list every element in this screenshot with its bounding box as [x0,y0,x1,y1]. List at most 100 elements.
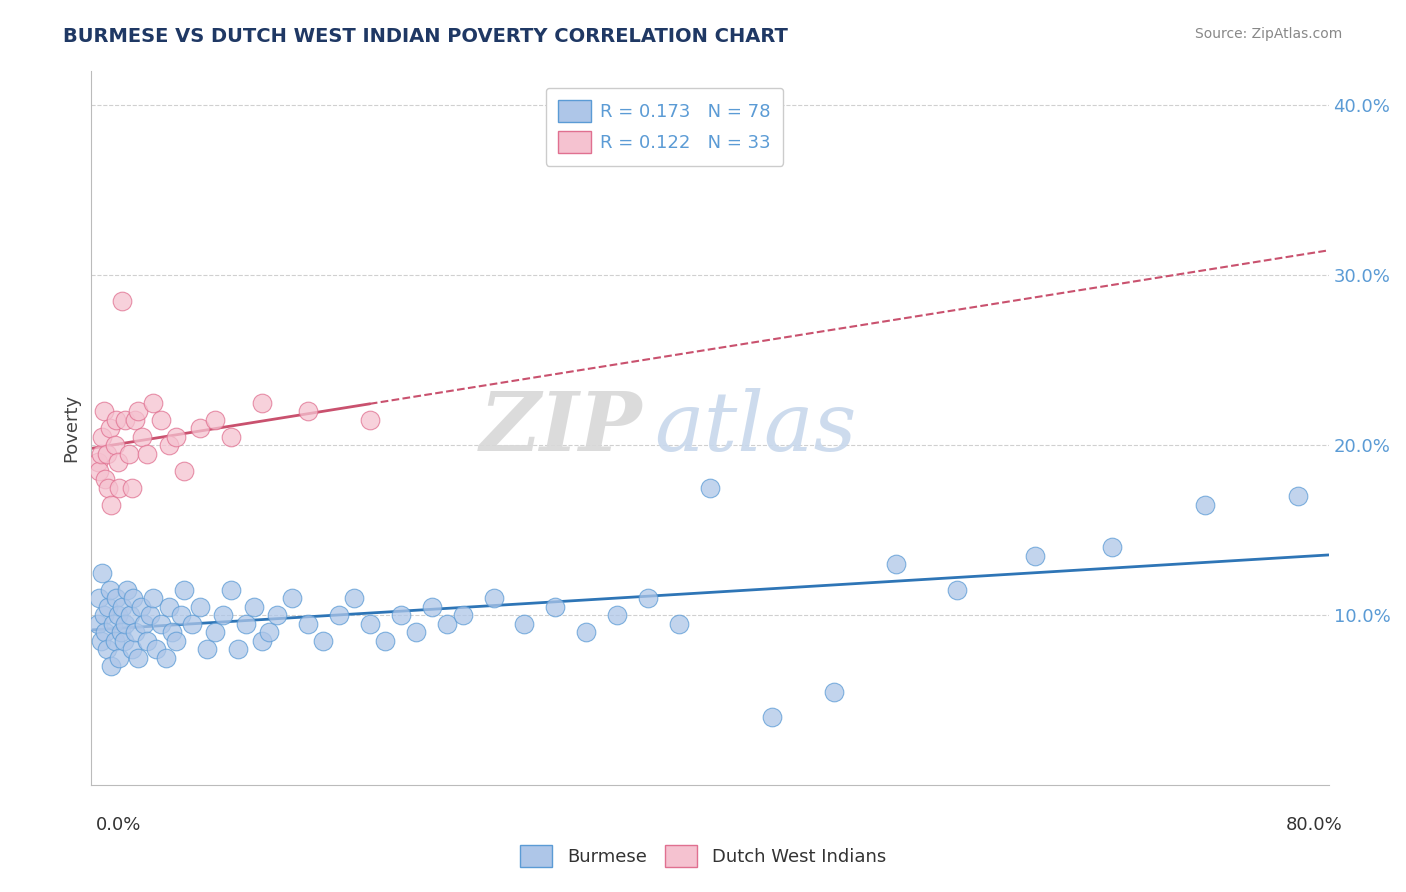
Point [389,608,412,623]
Point [436,616,458,631]
Point [108,481,131,495]
Point [111,293,134,308]
Point [1286,489,1309,503]
Point [131,430,153,444]
Point [823,684,845,698]
Point [1194,498,1216,512]
Point [1101,540,1123,554]
Point [180,616,202,631]
Point [98,582,121,597]
Point [359,412,381,426]
Point [111,599,134,614]
Point [94,625,117,640]
Point [637,591,659,605]
Point [142,591,165,605]
Point [100,498,122,512]
Point [160,625,183,640]
Point [946,582,969,597]
Point [328,608,350,623]
Legend: Burmese, Dutch West Indians: Burmese, Dutch West Indians [513,838,893,874]
Point [242,599,264,614]
Y-axis label: Poverty: Poverty [62,394,80,462]
Text: 0.0%: 0.0% [96,816,141,834]
Point [204,625,226,640]
Point [451,608,474,623]
Point [405,625,427,640]
Point [98,421,121,435]
Point [93,404,115,418]
Point [121,481,143,495]
Point [575,625,598,640]
Point [117,447,139,461]
Text: ZIP: ZIP [479,388,643,468]
Point [96,642,118,657]
Point [86,455,108,469]
Point [114,412,136,426]
Point [90,633,112,648]
Point [157,438,180,452]
Point [114,616,136,631]
Point [219,582,242,597]
Point [204,412,226,426]
Point [97,599,120,614]
Text: Source: ZipAtlas.com: Source: ZipAtlas.com [1195,27,1343,41]
Point [101,616,124,631]
Point [374,633,396,648]
Point [761,710,783,724]
Point [226,642,250,657]
Point [127,650,149,665]
Point [149,616,172,631]
Point [122,591,145,605]
Point [105,591,128,605]
Point [124,412,146,426]
Point [96,447,118,461]
Text: BURMESE VS DUTCH WEST INDIAN POVERTY CORRELATION CHART: BURMESE VS DUTCH WEST INDIAN POVERTY COR… [63,27,789,45]
Point [86,616,108,631]
Point [107,608,129,623]
Point [1024,549,1046,563]
Point [107,455,129,469]
Point [155,650,177,665]
Point [173,582,195,597]
Point [112,633,135,648]
Point [884,557,907,571]
Point [108,650,131,665]
Point [100,659,122,673]
Point [482,591,505,605]
Point [145,642,167,657]
Point [606,608,628,623]
Point [93,608,115,623]
Text: atlas: atlas [654,388,856,468]
Point [544,599,567,614]
Point [90,447,112,461]
Point [166,633,188,648]
Point [136,447,159,461]
Point [120,608,141,623]
Point [250,633,273,648]
Point [87,591,111,605]
Point [124,625,146,640]
Point [173,464,195,478]
Point [250,395,273,409]
Point [312,633,335,648]
Point [257,625,280,640]
Point [195,642,219,657]
Point [668,616,690,631]
Point [87,464,111,478]
Point [343,591,366,605]
Point [91,566,114,580]
Point [157,599,180,614]
Point [281,591,304,605]
Point [139,608,162,623]
Point [420,599,443,614]
Point [188,599,211,614]
Point [97,481,120,495]
Point [699,481,721,495]
Point [121,642,143,657]
Point [104,633,127,648]
Legend: R = 0.173   N = 78, R = 0.122   N = 33: R = 0.173 N = 78, R = 0.122 N = 33 [546,87,783,166]
Point [132,616,155,631]
Point [149,412,172,426]
Point [166,430,188,444]
Point [142,395,165,409]
